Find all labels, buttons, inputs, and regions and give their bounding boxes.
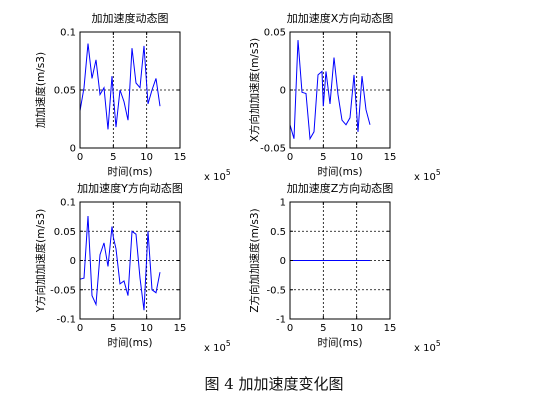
- x-axis-label: 时间(ms): [318, 336, 363, 349]
- chart-title: 加加速度Z方向动态图: [287, 181, 394, 195]
- series-line: [79, 43, 161, 130]
- y-tick-label: -0.5: [266, 285, 286, 296]
- subplot-2: 0 5 10 15-0.0500.05加加速度X方向动态图时间(ms)X方向加加速度(…: [248, 11, 441, 183]
- y-tick-label: 0.5: [270, 227, 286, 238]
- series-line: [79, 215, 161, 311]
- x-tick-label: 15: [174, 152, 187, 163]
- x-tick-label: 5: [110, 152, 116, 163]
- x-tick-label: 10: [350, 152, 363, 163]
- chart-title: 加加速度动态图: [92, 11, 169, 25]
- y-tick-label: 0: [70, 256, 76, 267]
- x-tick-label: 10: [350, 323, 363, 334]
- y-tick-label: 0.05: [54, 86, 76, 97]
- x-tick-label: 15: [384, 323, 397, 334]
- y-tick-label: 0.05: [264, 28, 286, 39]
- figure-caption: 图 4 加加速度变化图: [204, 375, 344, 393]
- series-line: [289, 40, 371, 141]
- chart-title: 加加速度X方向动态图: [287, 11, 394, 25]
- x-tick-label: 0: [77, 323, 83, 334]
- y-tick-label: 0.1: [60, 198, 76, 209]
- x-tick-label: 0: [77, 152, 83, 163]
- y-axis-label: X方向加加速度(m/s3): [248, 38, 261, 142]
- x-tick-label: 0: [287, 152, 293, 163]
- y-tick-label: 1: [280, 198, 286, 209]
- x-tick-label: 5: [320, 152, 326, 163]
- x-multiplier-label: x 105: [414, 339, 441, 354]
- x-tick-label: 0: [287, 323, 293, 334]
- y-tick-label: -0.05: [260, 144, 286, 155]
- x-tick-label: 15: [174, 323, 187, 334]
- x-multiplier-label: x 105: [414, 168, 441, 183]
- y-tick-label: 0: [280, 256, 286, 267]
- x-multiplier-label: x 105: [204, 339, 231, 354]
- y-tick-label: 0.05: [54, 227, 76, 238]
- y-axis-label: Z方向加加速度(m/s3): [248, 208, 261, 312]
- x-axis-label: 时间(ms): [318, 165, 363, 178]
- y-axis-label: 加加速度(m/s3): [34, 52, 47, 128]
- x-tick-label: 10: [140, 323, 153, 334]
- chart-title: 加加速度Y方向动态图: [77, 181, 183, 195]
- y-axis-label: Y方向加加速度(m/s3): [34, 209, 47, 314]
- x-multiplier-label: x 105: [204, 168, 231, 183]
- x-axis-label: 时间(ms): [108, 336, 153, 349]
- y-tick-label: 0: [70, 144, 76, 155]
- y-tick-label: -0.1: [56, 315, 76, 326]
- x-axis-label: 时间(ms): [108, 165, 153, 178]
- x-tick-label: 5: [110, 323, 116, 334]
- x-tick-label: 10: [140, 152, 153, 163]
- x-tick-label: 5: [320, 323, 326, 334]
- x-tick-label: 15: [384, 152, 397, 163]
- y-tick-label: -0.05: [50, 285, 76, 296]
- y-tick-label: -1: [276, 315, 286, 326]
- y-tick-label: 0: [280, 86, 286, 97]
- y-tick-label: 0.1: [60, 28, 76, 39]
